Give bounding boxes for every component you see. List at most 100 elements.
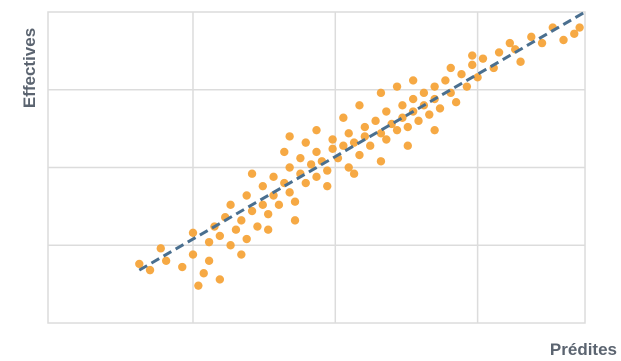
scatter-point: [156, 244, 165, 253]
scatter-point: [306, 160, 316, 169]
scatter-point: [296, 153, 305, 163]
scatter-point: [135, 259, 144, 269]
scatter-point: [430, 125, 439, 135]
scatter-point: [301, 138, 310, 147]
scatter-point: [376, 157, 386, 166]
scatter-point: [199, 269, 208, 278]
scatter-point: [398, 101, 407, 110]
scatter-point: [301, 178, 310, 188]
scatter-point: [392, 125, 402, 135]
scatter-point: [290, 197, 300, 206]
scatter-point: [258, 181, 267, 191]
scatter-point: [435, 104, 445, 113]
grid: [47, 11, 586, 324]
scatter-point: [575, 23, 584, 32]
scatter-point: [360, 132, 370, 141]
scatter-point: [376, 129, 386, 138]
scatter-point: [204, 256, 214, 265]
scatter-point: [360, 122, 370, 132]
scatter-point: [494, 48, 504, 57]
scatter-point: [204, 237, 214, 247]
scatter-point: [408, 76, 418, 85]
scatter-point: [462, 82, 472, 91]
scatter-point: [382, 107, 391, 116]
scatter-point: [451, 97, 461, 107]
scatter-point: [242, 234, 251, 244]
scatter-point: [403, 141, 412, 150]
scatter-point: [339, 141, 348, 150]
scatter-point: [274, 200, 284, 210]
scatter-point: [323, 166, 332, 175]
scatter-point: [285, 132, 294, 141]
scatter-point: [344, 129, 353, 138]
x-axis-label: Prédites: [550, 340, 617, 359]
reference-line-group: [138, 10, 586, 272]
scatter-point: [269, 191, 278, 200]
scatter-point: [349, 138, 359, 147]
scatter-point: [237, 216, 246, 225]
scatter-point: [312, 125, 321, 135]
scatter-point: [339, 113, 348, 122]
scatter-point: [419, 88, 429, 98]
scatter-point: [527, 32, 536, 42]
y-axis-label: Effectives: [20, 28, 39, 108]
scatter-point: [371, 116, 380, 126]
scatter-point: [473, 73, 482, 82]
scatter-point: [355, 150, 364, 160]
scatter-point: [344, 163, 353, 172]
scatter-point: [328, 144, 337, 154]
scatter-point: [355, 101, 364, 110]
scatter-point: [247, 206, 257, 216]
scatter-point: [285, 188, 294, 197]
scatter-point: [392, 82, 402, 91]
scatter-point: [366, 141, 375, 150]
scatter-point: [194, 281, 203, 290]
scatter-point: [425, 110, 434, 119]
scatter-point: [537, 38, 547, 48]
scatter-point: [414, 116, 423, 126]
scatter-points: [135, 23, 584, 290]
scatter-point: [312, 147, 321, 157]
scatter-point: [161, 256, 171, 265]
scatter-point: [382, 135, 391, 144]
scatter-point: [226, 241, 235, 250]
scatter-point: [328, 135, 337, 144]
scatter-point: [516, 57, 525, 66]
scatter-point: [290, 216, 300, 225]
scatter-point: [323, 181, 332, 191]
scatter-point: [247, 169, 257, 178]
scatter-point: [226, 200, 235, 210]
scatter-point: [258, 200, 267, 210]
scatter-point: [215, 231, 225, 241]
scatter-point: [215, 275, 225, 284]
scatter-point: [376, 88, 386, 98]
scatter-point: [441, 76, 450, 85]
scatter-point: [145, 265, 155, 275]
scatter-point: [263, 225, 273, 234]
scatter-point: [570, 29, 579, 38]
scatter-point: [285, 163, 294, 172]
scatter-point: [457, 70, 466, 79]
scatter-point: [178, 262, 187, 272]
scatter-point: [408, 94, 418, 104]
scatter-point: [468, 51, 477, 60]
reference-line: [138, 10, 586, 272]
scatter-point: [280, 147, 289, 157]
scatter-point: [188, 250, 198, 259]
scatter-point: [263, 209, 273, 219]
scatter-point: [312, 172, 321, 182]
scatter-point: [505, 38, 515, 48]
scatter-point: [253, 222, 262, 231]
scatter-point: [231, 225, 241, 234]
scatter-point: [269, 172, 278, 182]
scatter-point: [559, 35, 568, 45]
scatter-point: [188, 228, 198, 238]
scatter-point: [446, 63, 455, 73]
scatter-point: [403, 122, 412, 132]
scatter-point: [478, 54, 488, 63]
scatter-point: [237, 250, 246, 259]
scatter-point: [242, 191, 251, 200]
scatter-point: [349, 169, 359, 178]
scatter-point: [468, 60, 477, 70]
